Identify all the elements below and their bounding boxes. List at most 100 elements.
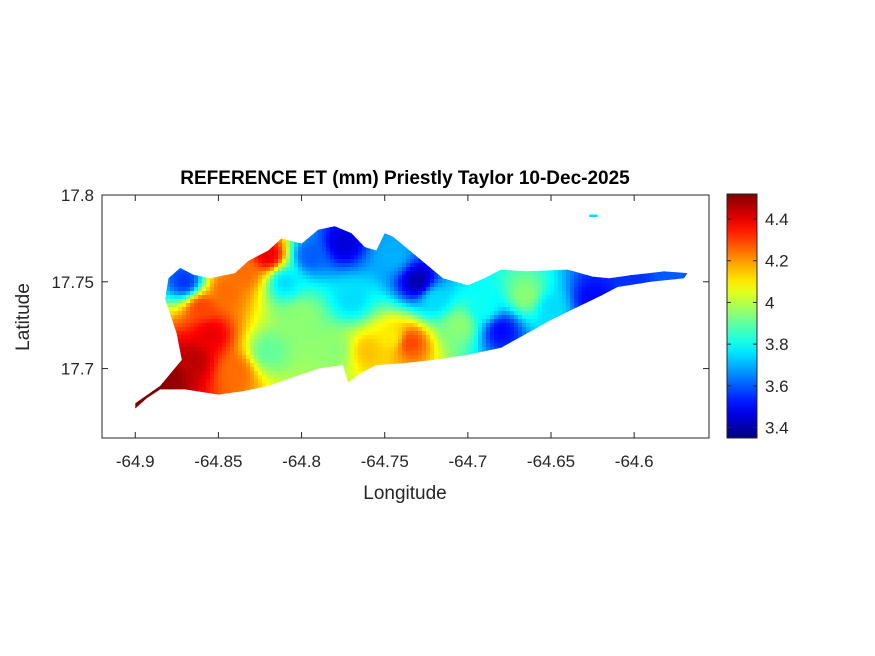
field-cell: [318, 287, 323, 292]
field-cell: [470, 299, 475, 304]
field-cell: [298, 291, 303, 296]
field-cell: [326, 291, 331, 296]
field-cell: [318, 271, 323, 276]
field-cell: [498, 287, 503, 292]
field-cell: [486, 307, 491, 312]
field-cell: [366, 271, 371, 276]
field-cell: [554, 279, 559, 284]
field-cell: [422, 315, 427, 320]
field-cell: [294, 315, 299, 320]
field-cell: [270, 315, 275, 320]
field-cell: [302, 259, 307, 264]
field-cell: [366, 283, 371, 288]
field-cell: [238, 283, 243, 288]
field-cell: [542, 307, 547, 312]
field-cell: [378, 247, 383, 252]
field-cell: [482, 295, 487, 300]
field-cell: [378, 251, 383, 256]
field-cell: [330, 275, 335, 280]
field-cell: [246, 291, 251, 296]
field-cell: [302, 271, 307, 276]
field-cell: [510, 271, 515, 276]
field-cell: [386, 283, 391, 288]
field-cell: [214, 283, 219, 288]
field-cell: [414, 323, 419, 328]
field-cell: [350, 307, 355, 312]
field-cell: [410, 255, 415, 260]
field-cell: [462, 323, 467, 328]
field-cell: [378, 299, 383, 304]
field-cell: [630, 275, 635, 280]
field-cell: [326, 295, 331, 300]
field-cell: [522, 275, 527, 280]
field-cell: [526, 287, 531, 292]
field-cell: [354, 271, 359, 276]
field-cell: [366, 287, 371, 292]
field-cell: [574, 295, 579, 300]
field-cell: [414, 315, 419, 320]
field-cell: [422, 271, 427, 276]
field-cell: [194, 303, 199, 308]
field-cell: [558, 287, 563, 292]
field-cell: [534, 295, 539, 300]
field-cell: [242, 315, 247, 320]
field-cell: [294, 303, 299, 308]
field-cell: [502, 315, 507, 320]
field-cell: [238, 287, 243, 292]
field-cell: [542, 315, 547, 320]
field-cell: [462, 319, 467, 324]
field-cell: [174, 291, 179, 296]
field-cell: [410, 307, 415, 312]
field-cell: [278, 307, 283, 312]
field-cell: [578, 283, 583, 288]
field-cell: [230, 323, 235, 328]
field-cell: [266, 287, 271, 292]
field-cell: [362, 315, 367, 320]
field-cell: [338, 271, 343, 276]
field-cell: [286, 279, 291, 284]
field-cell: [222, 279, 227, 284]
field-cell: [178, 275, 183, 280]
field-cell: [398, 259, 403, 264]
field-cell: [234, 303, 239, 308]
field-cell: [490, 315, 495, 320]
field-cell: [378, 283, 383, 288]
field-cell: [526, 291, 531, 296]
field-cell: [346, 287, 351, 292]
field-cell: [650, 279, 655, 284]
field-cell: [286, 319, 291, 324]
field-cell: [374, 283, 379, 288]
field-cell: [546, 283, 551, 288]
field-cell: [354, 319, 359, 324]
field-cell: [394, 311, 399, 316]
field-cell: [446, 323, 451, 328]
field-cell: [414, 275, 419, 280]
field-cell: [234, 291, 239, 296]
field-cell: [546, 299, 551, 304]
field-cell: [186, 299, 191, 304]
field-cell: [342, 255, 347, 260]
field-cell: [578, 299, 583, 304]
field-cell: [298, 271, 303, 276]
field-cell: [490, 299, 495, 304]
field-cell: [398, 271, 403, 276]
field-cell: [286, 287, 291, 292]
field-cell: [310, 243, 315, 248]
field-cell: [462, 299, 467, 304]
field-cell: [530, 319, 535, 324]
field-cell: [390, 279, 395, 284]
field-cell: [194, 311, 199, 316]
field-cell: [502, 291, 507, 296]
field-cell: [394, 263, 399, 268]
field-cell: [554, 307, 559, 312]
field-cell: [554, 291, 559, 296]
field-cell: [514, 303, 519, 308]
field-cell: [282, 323, 287, 328]
field-cell: [298, 311, 303, 316]
field-cell: [290, 283, 295, 288]
field-cell: [414, 255, 419, 260]
field-cell: [506, 279, 511, 284]
field-cell: [338, 275, 343, 280]
field-cell: [226, 299, 231, 304]
field-cell: [398, 275, 403, 280]
